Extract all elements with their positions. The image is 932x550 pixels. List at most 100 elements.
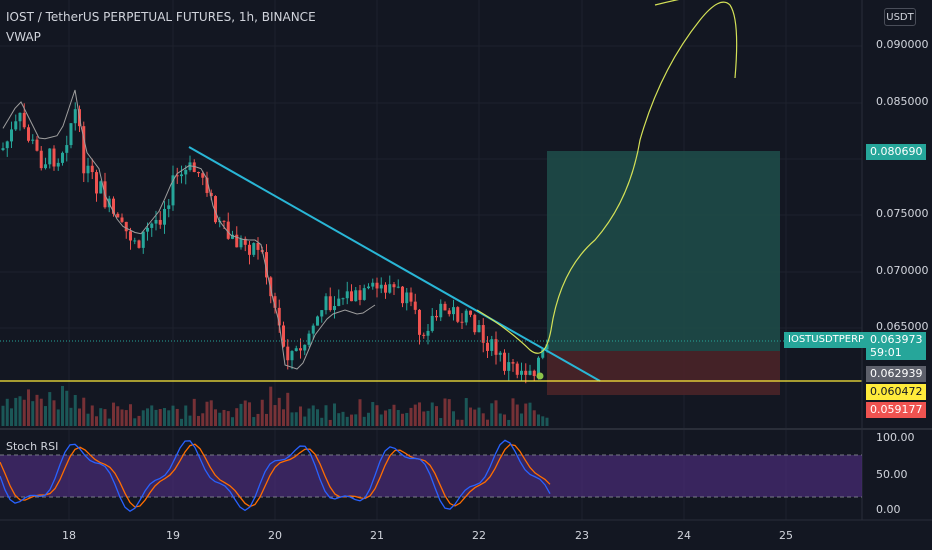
candle-body [294,348,298,352]
stop-price-tag: 0.059177 [866,402,926,418]
candle-body [214,196,217,223]
volume-bar [316,409,319,426]
volume-bar [90,405,94,426]
candle-body [180,174,183,177]
candle-body [129,231,132,241]
candle-body [494,339,498,355]
volume-bar [116,406,120,426]
volume-bar [384,410,387,426]
candle-body [507,362,511,371]
candle-body [265,252,268,278]
volume-bar [371,402,375,426]
volume-bar [511,398,515,426]
target-price-tag: 0.080690 [866,144,926,160]
volume-bar [426,410,430,426]
volume-bar [56,409,60,426]
candle-body [171,175,175,206]
projection-tail [654,0,680,6]
volume-bar [358,399,362,426]
candle-body [290,351,294,361]
candle-body [524,370,528,375]
volume-bar [405,412,409,426]
candle-body [282,325,285,347]
volume-bar [141,410,145,426]
candle-body [235,234,239,248]
candle-body [1,148,5,150]
indicator-label-vwap[interactable]: VWAP [6,30,41,44]
volume-bar [133,418,137,426]
volume-bar [503,414,506,426]
candle-body [286,346,290,361]
volume-bar [477,407,481,426]
candle-body [18,112,22,122]
candle-body [82,126,86,174]
rsi-label[interactable]: Stoch RSI [6,440,59,453]
candle-body [511,362,515,364]
candle-body [537,357,540,377]
currency-button[interactable]: USDT [884,8,916,26]
volume-bar [324,405,328,426]
candle-body [133,240,137,242]
volume-bar [545,417,549,426]
volume-bar [354,414,358,426]
rsi-k-line [0,439,551,513]
volume-bar [10,408,13,426]
candle-body [73,109,77,124]
projection-drawing [476,1,738,354]
candle-body [209,192,213,197]
volume-bar [333,403,336,426]
candle-body [175,175,179,177]
candle-body [515,363,519,375]
volume-bar [375,405,379,426]
candle-body [112,198,115,214]
candle-body [452,307,455,315]
candle-body [341,298,345,300]
candle-body [146,227,149,232]
candle-body [116,213,120,218]
candle-body [409,292,413,302]
candle-body [226,221,230,239]
volume-bar [299,406,302,426]
candle-body [95,172,98,194]
volume-bar [82,397,86,426]
candle-body [31,139,35,141]
volume-bar [469,407,472,426]
volume-bar [175,408,179,426]
volume-bar [345,416,349,426]
volume-bar [1,405,5,426]
candle-body [86,165,90,174]
volume-bar [303,416,307,426]
candle-body [418,309,421,335]
candle-body [27,127,30,141]
candle-body [52,148,56,167]
volume-bar [31,401,35,426]
volume-bar [103,409,107,426]
volume-bar [282,409,285,426]
volume-bar [180,418,183,426]
volume-bar [443,398,447,426]
candle-body [252,243,256,255]
volume-bar [150,405,154,426]
candle-body [167,205,171,209]
time-tick: 21 [370,529,384,542]
volume-bar [95,416,98,426]
candle-body [405,292,409,304]
candle-body [328,296,332,311]
volume-bar [5,398,9,426]
rsi-tick: 50.00 [876,468,908,481]
candle-body [150,223,154,228]
volume-bar [99,408,103,426]
volume-bar [243,400,247,426]
candle-body [14,121,18,130]
volume-bar [307,408,311,426]
volume-bar [418,402,421,426]
volume-bar [290,412,294,426]
candle-body [413,301,417,310]
volume-bar [524,403,528,426]
volume-bar [112,402,115,426]
candle-body [532,370,536,377]
candle-body [464,310,468,323]
volume-bar [320,417,324,426]
volume-bar [494,400,498,426]
